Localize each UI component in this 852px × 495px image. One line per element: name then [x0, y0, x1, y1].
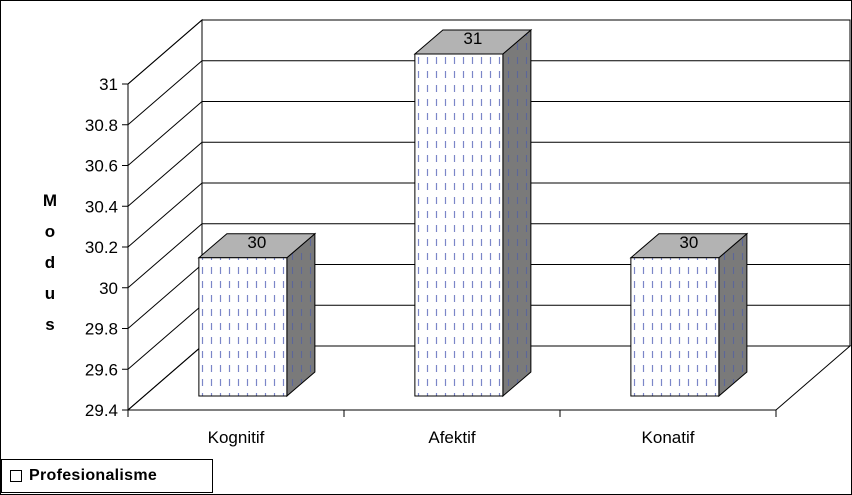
bar-side: [502, 28, 532, 398]
bars: 30 31 30: [197, 28, 749, 398]
y-tick-label: 30.8: [85, 116, 118, 135]
bar-afektif: 31: [413, 28, 533, 398]
gridline: [127, 101, 850, 166]
bar-side: [718, 232, 748, 398]
y-tick-label: 29.4: [85, 401, 118, 420]
data-label: 30: [679, 233, 698, 252]
gridline: [127, 223, 850, 289]
bar-front: [414, 53, 504, 397]
y-axis-label-letter: s: [45, 315, 54, 334]
bar-konatif: 30: [629, 232, 749, 398]
y-tick-label: 30.4: [85, 197, 118, 216]
y-tick-label: 29.8: [85, 320, 118, 339]
x-axis-labels: Kognitif Afektif Konatif: [208, 428, 695, 447]
legend: Profesionalisme: [1, 459, 213, 493]
gridline: [127, 141, 850, 207]
bar-kognitif: 30: [197, 232, 317, 398]
bar-front: [630, 257, 720, 397]
bar-front: [198, 257, 288, 397]
gridline: [127, 19, 850, 85]
x-tick-label: Konatif: [642, 428, 695, 447]
y-axis-label-letter: o: [45, 222, 55, 241]
y-tick-label: 30: [99, 279, 118, 298]
gridline: [127, 60, 850, 126]
x-tick-label: Kognitif: [208, 428, 265, 447]
y-axis-ticks: 29.4 29.6 29.8 30 30.2 30.4 30.6 30.8 31: [85, 75, 118, 420]
legend-swatch: [10, 470, 22, 482]
x-tick-label: Afektif: [428, 428, 476, 447]
legend-label: Profesionalisme: [29, 467, 158, 484]
data-label: 30: [247, 233, 266, 252]
gridline: [127, 182, 850, 248]
y-tick-label: 30.2: [85, 238, 118, 257]
y-tick-label: 31: [99, 75, 118, 94]
y-axis-label-letter: d: [45, 253, 55, 272]
y-axis-label-letter: M: [43, 191, 57, 210]
y-tick-label: 30.6: [85, 157, 118, 176]
data-label: 31: [463, 29, 482, 48]
y-tick-label: 29.6: [85, 360, 118, 379]
y-axis-label-letter: u: [45, 284, 55, 303]
bar-side: [286, 232, 316, 398]
